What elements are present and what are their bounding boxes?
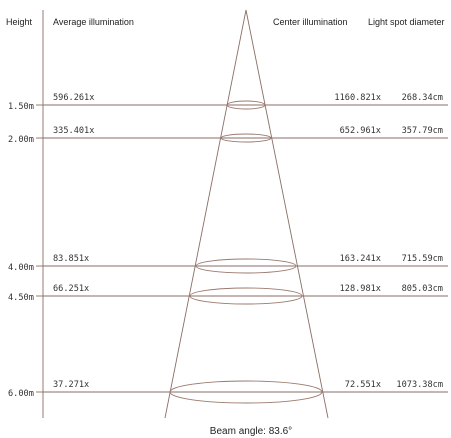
average-illumination-4-50m: 66.251x [53, 284, 89, 294]
row-1-50m: 1.50m 596.261x 1160.821x 268.34cm [8, 93, 448, 112]
center-illumination-1-50m: 1160.821x [334, 93, 381, 103]
height-label-2-00m: 2.00m [8, 135, 34, 145]
light-spot-diameter-4-50m: 805.03cm [402, 284, 443, 294]
header-average-illumination: Average illumination [53, 17, 134, 27]
light-spot-ellipse-4-00m [195, 258, 297, 274]
average-illumination-6-00m: 37.271x [53, 380, 89, 390]
average-illumination-1-50m: 596.261x [53, 93, 94, 103]
measurement-rows: 1.50m 596.261x 1160.821x 268.34cm 2.00m 335.4… [8, 93, 448, 404]
average-illumination-2-00m: 335.401x [53, 126, 94, 136]
row-4-00m: 4.00m 83.851x 163.241x 715.59cm [8, 254, 448, 274]
center-illumination-4-00m: 163.241x [340, 254, 381, 264]
light-spot-ellipse-2-00m [220, 133, 272, 143]
height-label-4-50m: 4.50m [8, 293, 34, 303]
center-illumination-2-00m: 652.961x [340, 126, 381, 136]
average-illumination-4-00m: 83.851x [53, 254, 89, 264]
row-6-00m: 6.00m 37.271x 72.551x 1073.38cm [8, 380, 448, 404]
header-height: Height [6, 17, 33, 27]
light-spot-diameter-6-00m: 1073.38cm [396, 380, 443, 390]
beam-right-edge [245, 9, 329, 419]
light-spot-diameter-4-00m: 715.59cm [402, 254, 443, 264]
header-light-spot-diameter: Light spot diameter [368, 17, 445, 27]
light-spot-ellipse-1-50m [226, 100, 266, 110]
row-4-50m: 4.50m 66.251x 128.981x 805.03cm [8, 284, 448, 305]
light-spot-ellipse-6-00m [169, 380, 323, 404]
center-illumination-4-50m: 128.981x [340, 284, 381, 294]
center-illumination-6-00m: 72.551x [345, 380, 381, 390]
header-center-illumination: Center illumination [273, 17, 348, 27]
light-spot-diameter-1-50m: 268.34cm [402, 93, 443, 103]
light-spot-ellipse-4-50m [189, 287, 303, 305]
row-2-00m: 2.00m 335.401x 652.961x 357.79cm [8, 126, 448, 145]
beam-angle-caption: Beam angle: 83.6° [210, 426, 292, 437]
height-label-6-00m: 6.00m [8, 389, 34, 399]
beam-left-edge [164, 9, 247, 419]
light-spot-diameter-2-00m: 357.79cm [402, 126, 443, 136]
height-label-4-00m: 4.00m [8, 263, 34, 273]
height-label-1-50m: 1.50m [8, 102, 34, 112]
